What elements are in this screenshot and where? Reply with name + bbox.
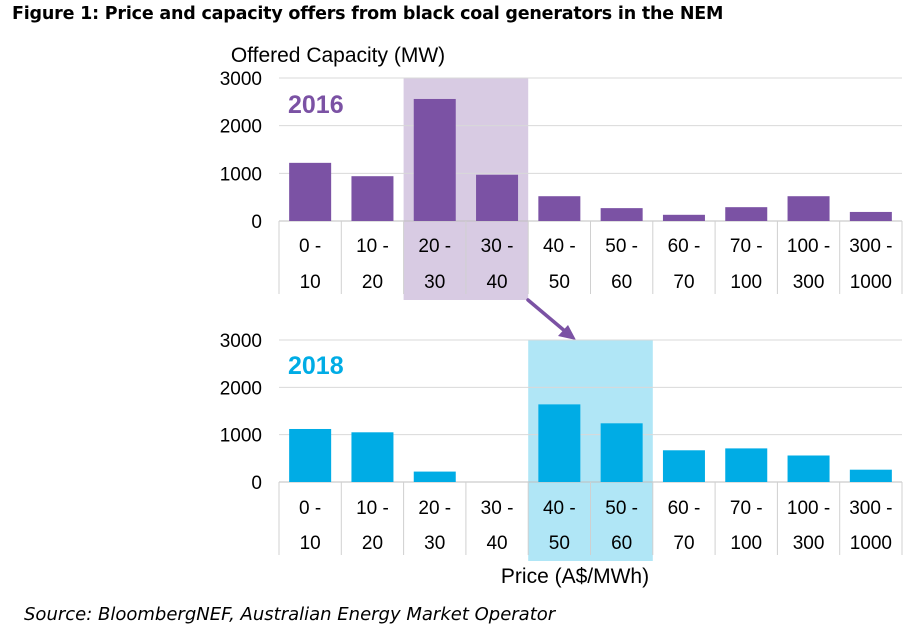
x-tick-label: 60 (611, 533, 632, 554)
bar-2018 (289, 428, 332, 482)
y-tick-label: 1000 (220, 164, 262, 185)
bar-2018 (538, 404, 581, 482)
x-tick-label: 30 - (481, 236, 514, 257)
source-note: Source: BloombergNEF, Australian Energy … (24, 604, 556, 625)
x-tick-label: 20 (362, 533, 383, 554)
series-label-2016: 2016 (288, 91, 344, 119)
bar-2016 (662, 214, 705, 221)
bar-2016 (538, 196, 581, 221)
x-tick-label: 60 - (668, 236, 701, 257)
x-tick-label: 50 - (605, 236, 638, 257)
x-tick-label: 60 (611, 272, 632, 293)
bar-2016 (725, 207, 768, 221)
x-tick-label: 60 - (668, 498, 701, 519)
bar-2016 (787, 196, 830, 221)
x-tick-label: 100 - (787, 236, 830, 257)
bar-2018 (351, 432, 394, 482)
x-tick-label: 40 - (543, 498, 576, 519)
x-tick-label: 30 (424, 533, 445, 554)
x-tick-label: 30 (424, 272, 445, 293)
bars-2018 (289, 404, 892, 482)
x-tick-label: 70 - (730, 236, 763, 257)
bar-2018 (662, 450, 705, 482)
bar-2016 (289, 162, 332, 221)
bars-2016 (289, 98, 892, 221)
x-tick-label: 40 - (543, 236, 576, 257)
x-tick-label: 10 - (356, 236, 389, 257)
figure-title: Figure 1: Price and capacity offers from… (12, 4, 724, 24)
y-tick-label: 0 (251, 473, 262, 494)
x-tick-label: 50 (549, 533, 570, 554)
x-tick-label: 300 - (849, 236, 892, 257)
y-tick-label: 1000 (220, 426, 262, 447)
series-label-2018: 2018 (288, 352, 344, 380)
x-tick-label: 20 - (418, 498, 451, 519)
bar-2016 (351, 176, 394, 221)
x-tick-label: 40 (486, 533, 507, 554)
x-tick-label: 10 (300, 533, 321, 554)
x-tick-label: 1000 (850, 272, 892, 293)
bar-2016 (413, 98, 456, 221)
category-table-2018: 0 - 10 10 - 20 20 - 30 30 - 40 40 - 50 50 - 60 60 - 7… (278, 482, 903, 555)
bar-2016 (476, 174, 519, 221)
x-tick-label: 100 - (787, 498, 830, 519)
x-tick-label: 70 (673, 533, 694, 554)
bar-2018 (600, 423, 643, 482)
x-tick-label: 50 (549, 272, 570, 293)
x-tick-label: 50 - (605, 498, 638, 519)
bar-2018 (849, 469, 892, 482)
x-tick-label: 100 (730, 533, 762, 554)
x-tick-label: 0 - (299, 498, 321, 519)
x-tick-label: 300 (793, 272, 825, 293)
x-tick-label: 70 - (730, 498, 763, 519)
y-tick-label: 3000 (220, 331, 262, 352)
y-axis-title: Offered Capacity (MW) (231, 44, 445, 67)
x-tick-label: 100 (730, 272, 762, 293)
x-tick-label: 10 (300, 272, 321, 293)
chart-2018: 0 1000 2000 3000 0 - 10 10 - 20 20 - 30 30 - 40 40 … (220, 331, 903, 588)
x-tick-label: 20 (362, 272, 383, 293)
bar-2016 (849, 211, 892, 221)
category-table-2016: 0 - 10 10 - 20 20 - 30 30 - 40 40 - 50 50 - 60 60 - 7… (278, 221, 903, 294)
x-tick-label: 1000 (850, 533, 892, 554)
x-tick-label: 20 - (418, 236, 451, 257)
x-tick-label: 70 (673, 272, 694, 293)
chart-2016: 0 1000 2000 3000 0 - 10 10 - 20 20 - 30 30 - 40 40 … (220, 44, 903, 300)
bar-2016 (600, 208, 643, 221)
y-tick-label: 2000 (220, 378, 262, 399)
x-tick-label: 30 - (481, 498, 514, 519)
y-axis-2018: 0 1000 2000 3000 (220, 331, 262, 494)
bar-2018 (725, 448, 768, 482)
bar-2018 (787, 455, 830, 482)
x-tick-label: 40 (486, 272, 507, 293)
y-tick-label: 0 (251, 212, 262, 233)
y-tick-label: 2000 (220, 117, 262, 138)
x-tick-label: 0 - (299, 236, 321, 257)
y-axis-2016: 0 1000 2000 3000 (220, 69, 262, 233)
x-tick-label: 300 (793, 533, 825, 554)
x-axis-title: Price (A$/MWh) (501, 565, 649, 588)
bar-2018 (413, 471, 456, 482)
y-tick-label: 3000 (220, 69, 262, 90)
x-tick-label: 300 - (849, 498, 892, 519)
shift-arrow (526, 298, 576, 340)
x-tick-label: 10 - (356, 498, 389, 519)
